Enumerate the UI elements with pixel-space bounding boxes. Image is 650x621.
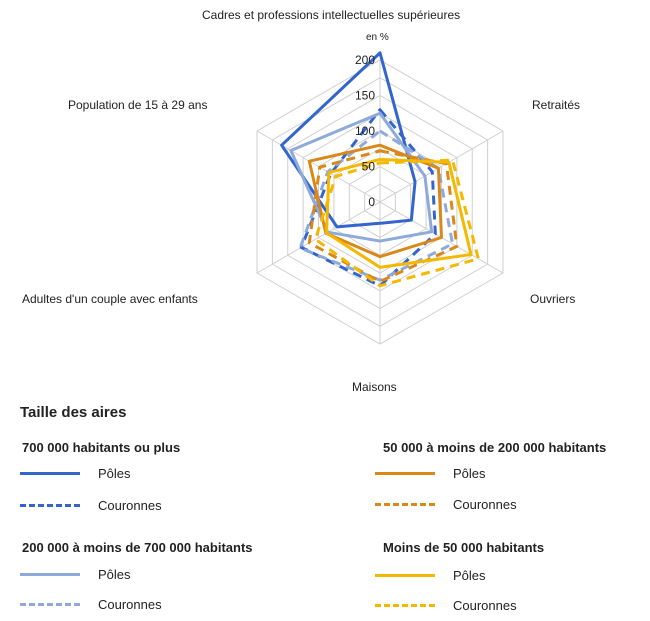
legend-swatch	[20, 603, 80, 606]
tick-label: 0	[368, 195, 375, 209]
legend-entry-label: Couronnes	[98, 498, 162, 513]
legend-entry-label: Pôles	[98, 466, 131, 481]
tick-label: 50	[362, 160, 376, 174]
series-line	[299, 108, 437, 288]
legend-swatch	[20, 573, 80, 576]
legend-title: Taille des aires	[20, 404, 127, 421]
axis-label-cadres: Cadres et professions intellectuelles su…	[202, 8, 461, 22]
legend-swatch	[20, 504, 80, 507]
legend-group-title: 50 000 à moins de 200 000 habitants	[383, 440, 607, 455]
legend-swatch	[375, 472, 435, 475]
legend-entry: Pôles	[375, 568, 486, 583]
legend-swatch	[375, 503, 435, 506]
legend-entry-label: Couronnes	[453, 598, 517, 613]
radar-tick-labels: 0 50 100 150 200	[355, 53, 375, 209]
radar-chart: 0 50 100 150 200 en %	[256, 32, 504, 345]
tick-label: 150	[355, 89, 375, 103]
legend-entry: Couronnes	[375, 497, 517, 512]
legend-group-title: 700 000 habitants ou plus	[22, 440, 181, 455]
axis-label-ouvriers: Ouvriers	[530, 292, 576, 306]
legend-entry: Couronnes	[20, 597, 162, 612]
axis-spoke	[379, 130, 504, 203]
legend-entry: Pôles	[20, 567, 131, 582]
axis-spoke	[256, 201, 381, 274]
series-line	[280, 51, 417, 229]
legend-entry-label: Pôles	[98, 567, 131, 582]
series-line	[307, 149, 459, 284]
series-line	[313, 158, 480, 288]
legend-entry: Couronnes	[375, 598, 517, 613]
radar-spokes	[256, 60, 504, 344]
axis-label-maisons: Maisons	[352, 380, 397, 394]
legend-entry-label: Pôles	[453, 466, 486, 481]
legend-group-title: 200 000 à moins de 700 000 habitants	[22, 540, 253, 555]
axis-label-population-15-29: Population de 15 à 29 ans	[68, 98, 208, 112]
tick-label: 100	[355, 124, 375, 138]
axis-label-retraites: Retraités	[532, 98, 581, 112]
series-line	[307, 143, 443, 259]
legend-swatch	[375, 604, 435, 607]
tick-label: 200	[355, 53, 375, 67]
unit-label: en %	[366, 32, 389, 43]
series-line	[325, 157, 473, 269]
legend-entry-label: Couronnes	[98, 597, 162, 612]
legend-entry-label: Couronnes	[453, 497, 517, 512]
series-line	[289, 111, 434, 243]
legend-entry: Pôles	[20, 466, 131, 481]
legend-swatch	[375, 574, 435, 577]
legend-group-title: Moins de 50 000 habitants	[383, 540, 545, 555]
radar-series	[280, 51, 480, 288]
legend-entry: Pôles	[375, 466, 486, 481]
legend-swatch	[20, 472, 80, 475]
legend-entry: Couronnes	[20, 498, 162, 513]
legend-entry-label: Pôles	[453, 568, 486, 583]
axis-label-adultes-couple: Adultes d'un couple avec enfants	[22, 292, 198, 306]
